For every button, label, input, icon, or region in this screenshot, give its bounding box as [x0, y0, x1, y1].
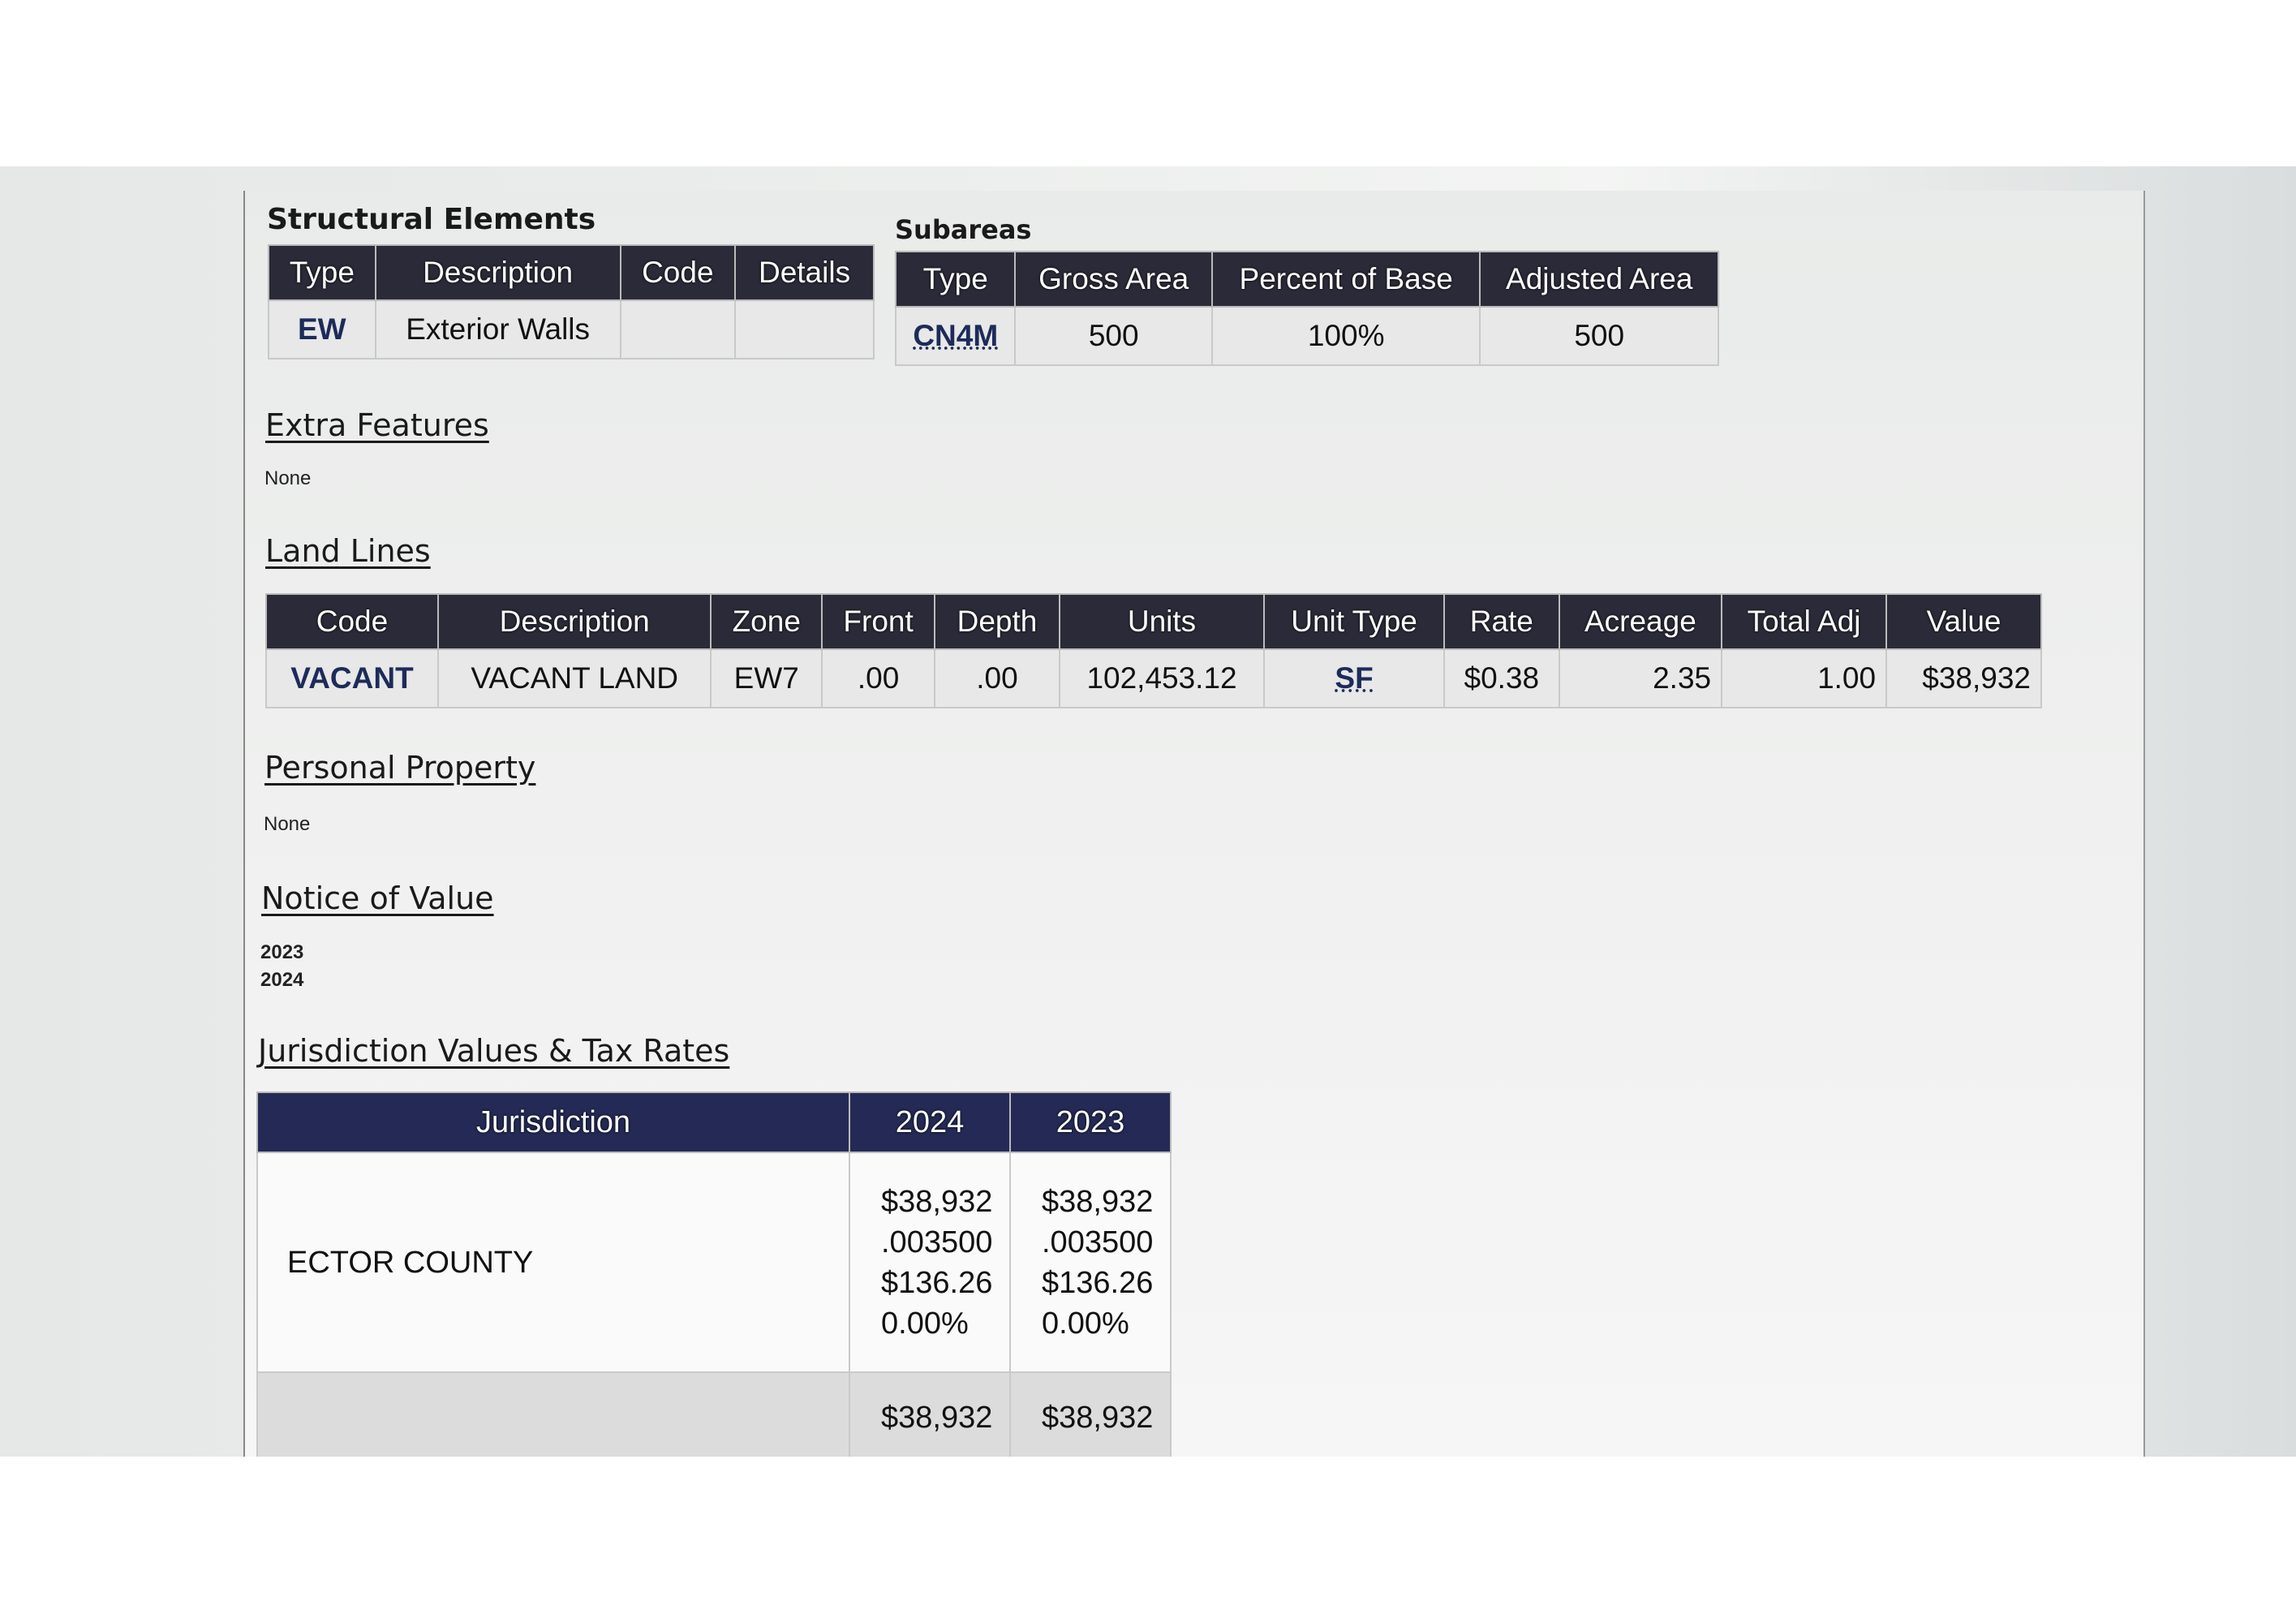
- bottom-margin: [0, 1457, 2296, 1623]
- col-header: Front: [821, 593, 936, 650]
- col-header: Acreage: [1558, 593, 1723, 650]
- col-header: Value: [1885, 593, 2042, 650]
- adjusted-area-cell: 500: [1479, 306, 1719, 366]
- land-lines-table: Code Description Zone Front Depth Units Unit T…: [265, 593, 2042, 708]
- col-header: Type: [894, 251, 1017, 308]
- structural-elements-heading: Structural Elements: [267, 203, 596, 236]
- percent: 0.00%: [881, 1306, 969, 1341]
- subareas-heading: Subareas: [895, 214, 1032, 245]
- zone-cell: EW7: [710, 648, 823, 708]
- col-header: Rate: [1443, 593, 1560, 650]
- tax-rate: .003500: [881, 1225, 993, 1259]
- front-cell: .00: [821, 648, 936, 708]
- gross-area-cell: 500: [1014, 306, 1213, 366]
- col-header: Description: [374, 244, 621, 301]
- col-header: Units: [1058, 593, 1266, 650]
- code-cell: VACANT: [265, 648, 439, 708]
- col-header: Zone: [710, 593, 823, 650]
- notice-of-value-heading: Notice of Value: [261, 880, 494, 916]
- personal-property-heading: Personal Property: [264, 750, 536, 786]
- tax-amount: $136.26: [881, 1265, 993, 1300]
- values-2023: $38,932 .003500 $136.26 0.00%: [1009, 1152, 1172, 1373]
- structural-elements-table: Type Description Code Details EW Exterior Wa…: [268, 244, 875, 359]
- land-lines-heading: Land Lines: [265, 533, 431, 569]
- col-header: Code: [619, 244, 737, 301]
- extra-features-heading: Extra Features: [265, 407, 489, 443]
- col-header: Description: [436, 593, 712, 650]
- jurisdiction-name: ECTOR COUNTY: [256, 1152, 850, 1373]
- col-header: Jurisdiction: [256, 1091, 850, 1153]
- unit-type-cell[interactable]: SF: [1263, 648, 1445, 708]
- col-header: Depth: [934, 593, 1060, 650]
- taxable-value: $38,932: [881, 1184, 993, 1219]
- col-header: 2023: [1009, 1091, 1172, 1153]
- table-row: EW Exterior Walls: [268, 299, 875, 359]
- col-header: Type: [268, 244, 376, 301]
- code-cell: [619, 299, 737, 359]
- details-cell: [734, 299, 875, 359]
- description-cell: Exterior Walls: [374, 299, 621, 359]
- extra-features-value: None: [264, 467, 312, 489]
- col-header: Gross Area: [1014, 251, 1213, 308]
- tax-rate: .003500: [1042, 1225, 1154, 1259]
- type-cell: EW: [268, 299, 376, 359]
- col-header: Details: [734, 244, 875, 301]
- subareas-table: Type Gross Area Percent of Base Adjusted Ar…: [894, 251, 1719, 366]
- col-header: Adjusted Area: [1479, 251, 1719, 308]
- table-row: CN4M 500 100% 500: [894, 306, 1719, 366]
- description-cell: VACANT LAND: [436, 648, 712, 708]
- col-header: Total Adj: [1721, 593, 1888, 650]
- units-cell: 102,453.12: [1058, 648, 1266, 708]
- value-cell: $38,932: [1885, 648, 2042, 708]
- tax-amount: $136.26: [1042, 1265, 1154, 1300]
- table-row: ECTOR COUNTY $38,932.003500 $136.26 0.00% …: [256, 1152, 1172, 1373]
- subarea-type-link[interactable]: CN4M: [894, 306, 1017, 366]
- depth-cell: .00: [934, 648, 1060, 708]
- values-2024: $38,932 .003500 $136.26 0.00%: [849, 1152, 1011, 1373]
- col-header: 2024: [849, 1091, 1011, 1153]
- rate-cell: $0.38: [1443, 648, 1560, 708]
- personal-property-value: None: [264, 813, 311, 835]
- percent-cell: 100%: [1210, 306, 1481, 366]
- col-header: Code: [265, 593, 439, 650]
- taxable-value: $38,932: [1042, 1184, 1154, 1219]
- notice-year-link[interactable]: 2024: [260, 969, 304, 991]
- acreage-cell: 2.35: [1558, 648, 1723, 708]
- percent: 0.00%: [1042, 1306, 1129, 1341]
- col-header: Unit Type: [1263, 593, 1445, 650]
- total-adj-cell: 1.00: [1721, 648, 1888, 708]
- col-header: Percent of Base: [1210, 251, 1481, 308]
- notice-year-link[interactable]: 2023: [260, 941, 304, 963]
- table-row: VACANT VACANT LAND EW7.00.00 102,453.12 SF $0…: [265, 648, 2042, 708]
- jurisdiction-heading: Jurisdiction Values & Tax Rates: [258, 1033, 730, 1069]
